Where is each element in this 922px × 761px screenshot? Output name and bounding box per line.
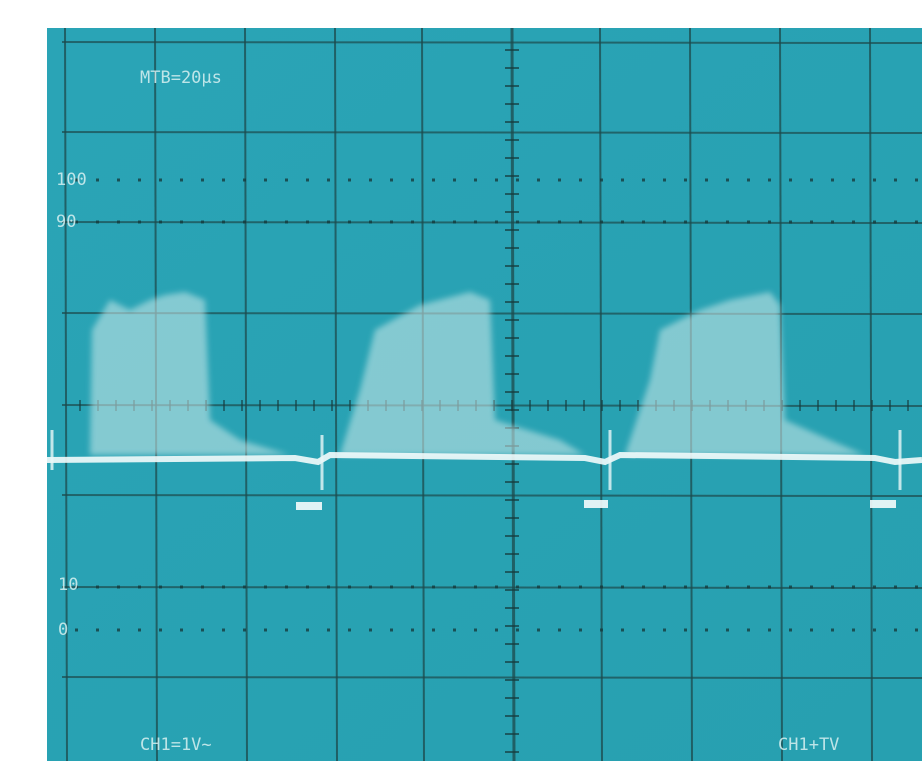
trigger-label: CH1+TV — [778, 735, 839, 755]
grid-line — [61, 586, 922, 589]
grid-line — [599, 27, 603, 761]
waveform — [46, 292, 922, 510]
grid-line — [244, 27, 248, 761]
marker-label: 10 — [58, 575, 78, 595]
grid-line — [61, 221, 922, 224]
grid-line — [61, 494, 922, 497]
channel-label: CH1=1V~ — [140, 735, 212, 755]
grid-line — [61, 676, 922, 679]
grid-line — [64, 27, 68, 761]
grid-line — [61, 41, 922, 44]
grid-line — [869, 27, 873, 761]
grid-line — [510, 27, 516, 761]
grid-line — [334, 27, 338, 761]
marker-label: 90 — [56, 212, 76, 232]
grid-line — [61, 131, 922, 134]
marker-label: 0 — [58, 620, 68, 640]
marker-label: 100 — [56, 170, 87, 190]
timebase-label: MTB=20µs — [140, 68, 222, 88]
